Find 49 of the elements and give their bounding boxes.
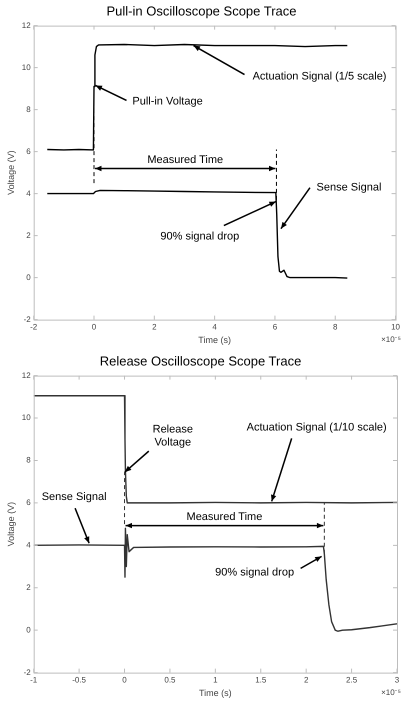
x-tick-label: -0.5 (72, 676, 87, 685)
x-tick-label: 1.5 (255, 676, 267, 685)
x-tick-label: 0.5 (164, 676, 176, 685)
y-tick-label: 6 (26, 146, 32, 156)
annotation: Sense Signal (316, 182, 382, 194)
y-axis-title: Voltage (V) (6, 502, 16, 546)
y-tick-label: 0 (26, 272, 32, 282)
x-tick-label: 10 (391, 322, 401, 332)
annotation: 90% signal drop (160, 230, 240, 243)
x-tick-label: 3 (394, 676, 400, 685)
x-axis-title: Time (s) (199, 688, 232, 698)
x-tick-label: 1 (213, 676, 218, 685)
x-tick-label: -1 (30, 676, 38, 685)
y-axis-title: Voltage (V) (6, 150, 16, 195)
y-tick-label: 4 (26, 540, 32, 550)
x-tick-label: 2.5 (346, 676, 358, 685)
annotation: 90% signal drop (215, 566, 294, 578)
annotation: Actuation Signal (1/10 scale) (246, 421, 387, 434)
y-tick-label: 2 (26, 230, 32, 240)
annotation: Release Voltage (152, 424, 193, 449)
text: ×10⁻⁵ (381, 334, 401, 344)
annotation: Measured Time (186, 511, 262, 524)
text: ×10⁻⁵ (381, 688, 401, 697)
annotation: Pull-in Voltage (132, 95, 203, 108)
y-tick-label: 6 (26, 498, 32, 508)
x-tick-label: 2 (304, 676, 309, 685)
x-tick-label: 4 (212, 322, 218, 332)
x-axis-title: Time (s) (198, 335, 231, 346)
x-tick-label: 0 (122, 676, 128, 685)
y-tick-label: -2 (24, 314, 32, 324)
y-tick-label: 4 (26, 188, 32, 198)
x-tick-label: 2 (152, 322, 158, 332)
annotation: Sense Signal (42, 491, 107, 504)
y-tick-label: 2 (26, 582, 32, 592)
x-tick-label: 6 (272, 322, 278, 332)
y-tick-label: 8 (26, 456, 32, 465)
chart-title: Release Oscilloscope Scope Trace (100, 353, 302, 368)
x-tick-label: 8 (333, 322, 338, 332)
y-tick-label: 12 (22, 370, 32, 380)
y-tick-label: 10 (22, 62, 32, 72)
chart-title: Pull-in Oscilloscope Scope Trace (106, 3, 297, 18)
y-tick-label: 10 (22, 413, 32, 422)
y-tick-label: 12 (22, 20, 32, 30)
annotation: Actuation Signal (1/5 scale) (252, 70, 386, 83)
y-tick-label: 8 (26, 104, 32, 114)
x-tick-label: 0 (92, 322, 97, 332)
y-tick-label: -2 (24, 668, 32, 677)
annotation: Measured Time (147, 154, 224, 166)
y-tick-label: 0 (26, 625, 32, 634)
